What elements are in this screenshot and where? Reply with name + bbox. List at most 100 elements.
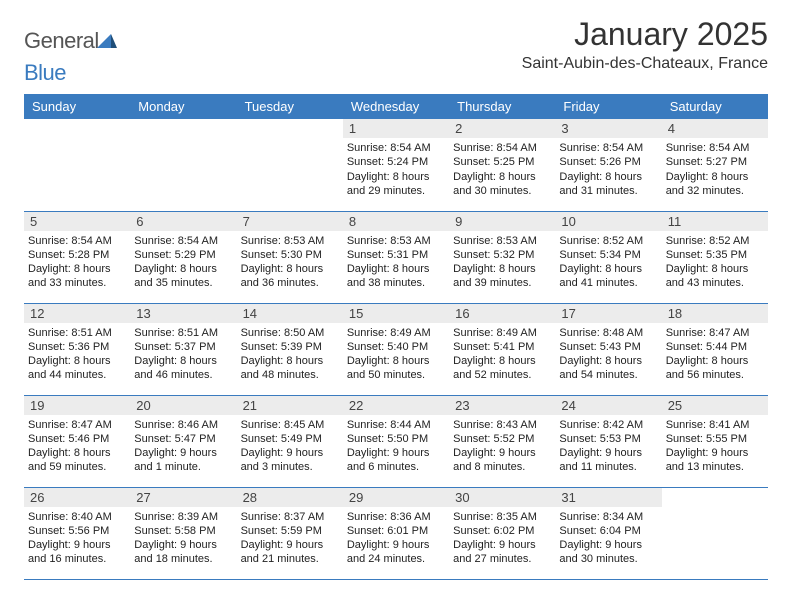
day-number: 25 <box>662 396 768 415</box>
brand-part1: General <box>24 28 99 53</box>
calendar-cell: 6Sunrise: 8:54 AMSunset: 5:29 PMDaylight… <box>130 211 236 303</box>
day-details: Sunrise: 8:43 AMSunset: 5:52 PMDaylight:… <box>449 415 555 477</box>
weekday-header: Sunday <box>24 94 130 119</box>
calendar-cell: 14Sunrise: 8:50 AMSunset: 5:39 PMDayligh… <box>237 303 343 395</box>
day-details: Sunrise: 8:54 AMSunset: 5:26 PMDaylight:… <box>555 138 661 200</box>
day-details: Sunrise: 8:54 AMSunset: 5:28 PMDaylight:… <box>24 231 130 293</box>
day-details: Sunrise: 8:52 AMSunset: 5:34 PMDaylight:… <box>555 231 661 293</box>
day-details: Sunrise: 8:45 AMSunset: 5:49 PMDaylight:… <box>237 415 343 477</box>
day-details: Sunrise: 8:39 AMSunset: 5:58 PMDaylight:… <box>130 507 236 569</box>
day-number: 23 <box>449 396 555 415</box>
calendar-cell: 22Sunrise: 8:44 AMSunset: 5:50 PMDayligh… <box>343 395 449 487</box>
day-number: 27 <box>130 488 236 507</box>
day-number: 30 <box>449 488 555 507</box>
day-details: Sunrise: 8:44 AMSunset: 5:50 PMDaylight:… <box>343 415 449 477</box>
calendar-cell: 4Sunrise: 8:54 AMSunset: 5:27 PMDaylight… <box>662 119 768 211</box>
day-number: 13 <box>130 304 236 323</box>
page-header: General Blue January 2025 Saint-Aubin-des… <box>24 16 768 86</box>
calendar-row: 19Sunrise: 8:47 AMSunset: 5:46 PMDayligh… <box>24 395 768 487</box>
day-details: Sunrise: 8:52 AMSunset: 5:35 PMDaylight:… <box>662 231 768 293</box>
weekday-header: Thursday <box>449 94 555 119</box>
weekday-row: SundayMondayTuesdayWednesdayThursdayFrid… <box>24 94 768 119</box>
day-number: 21 <box>237 396 343 415</box>
calendar-cell-empty <box>237 119 343 211</box>
title-block: January 2025 Saint-Aubin-des-Chateaux, F… <box>522 16 768 73</box>
day-details: Sunrise: 8:53 AMSunset: 5:32 PMDaylight:… <box>449 231 555 293</box>
calendar-cell: 28Sunrise: 8:37 AMSunset: 5:59 PMDayligh… <box>237 487 343 579</box>
weekday-header: Wednesday <box>343 94 449 119</box>
calendar-cell: 29Sunrise: 8:36 AMSunset: 6:01 PMDayligh… <box>343 487 449 579</box>
calendar-head: SundayMondayTuesdayWednesdayThursdayFrid… <box>24 94 768 119</box>
day-number: 1 <box>343 119 449 138</box>
day-details: Sunrise: 8:49 AMSunset: 5:41 PMDaylight:… <box>449 323 555 385</box>
calendar-cell: 23Sunrise: 8:43 AMSunset: 5:52 PMDayligh… <box>449 395 555 487</box>
day-number: 31 <box>555 488 661 507</box>
calendar-cell: 18Sunrise: 8:47 AMSunset: 5:44 PMDayligh… <box>662 303 768 395</box>
day-number: 24 <box>555 396 661 415</box>
day-number: 6 <box>130 212 236 231</box>
calendar-cell-empty <box>24 119 130 211</box>
weekday-header: Monday <box>130 94 236 119</box>
day-details: Sunrise: 8:36 AMSunset: 6:01 PMDaylight:… <box>343 507 449 569</box>
day-number: 2 <box>449 119 555 138</box>
calendar-cell: 17Sunrise: 8:48 AMSunset: 5:43 PMDayligh… <box>555 303 661 395</box>
day-number: 5 <box>24 212 130 231</box>
day-details: Sunrise: 8:54 AMSunset: 5:24 PMDaylight:… <box>343 138 449 200</box>
weekday-header: Saturday <box>662 94 768 119</box>
day-number: 22 <box>343 396 449 415</box>
day-number: 18 <box>662 304 768 323</box>
calendar-cell-empty <box>130 119 236 211</box>
day-number: 9 <box>449 212 555 231</box>
calendar-cell: 19Sunrise: 8:47 AMSunset: 5:46 PMDayligh… <box>24 395 130 487</box>
day-number: 29 <box>343 488 449 507</box>
day-number: 10 <box>555 212 661 231</box>
day-details: Sunrise: 8:54 AMSunset: 5:29 PMDaylight:… <box>130 231 236 293</box>
day-details: Sunrise: 8:47 AMSunset: 5:44 PMDaylight:… <box>662 323 768 385</box>
day-number: 8 <box>343 212 449 231</box>
day-details: Sunrise: 8:53 AMSunset: 5:31 PMDaylight:… <box>343 231 449 293</box>
brand-part2: Blue <box>24 60 66 85</box>
brand-logo: General Blue <box>24 16 117 86</box>
brand-text: General Blue <box>24 28 117 86</box>
day-details: Sunrise: 8:41 AMSunset: 5:55 PMDaylight:… <box>662 415 768 477</box>
day-number: 3 <box>555 119 661 138</box>
calendar-cell: 26Sunrise: 8:40 AMSunset: 5:56 PMDayligh… <box>24 487 130 579</box>
day-number: 7 <box>237 212 343 231</box>
calendar-row: 12Sunrise: 8:51 AMSunset: 5:36 PMDayligh… <box>24 303 768 395</box>
calendar-row: 1Sunrise: 8:54 AMSunset: 5:24 PMDaylight… <box>24 119 768 211</box>
calendar-cell: 30Sunrise: 8:35 AMSunset: 6:02 PMDayligh… <box>449 487 555 579</box>
calendar-cell: 8Sunrise: 8:53 AMSunset: 5:31 PMDaylight… <box>343 211 449 303</box>
month-title: January 2025 <box>522 16 768 53</box>
calendar-cell: 12Sunrise: 8:51 AMSunset: 5:36 PMDayligh… <box>24 303 130 395</box>
day-number: 17 <box>555 304 661 323</box>
calendar-cell: 9Sunrise: 8:53 AMSunset: 5:32 PMDaylight… <box>449 211 555 303</box>
calendar-cell: 2Sunrise: 8:54 AMSunset: 5:25 PMDaylight… <box>449 119 555 211</box>
calendar-cell: 31Sunrise: 8:34 AMSunset: 6:04 PMDayligh… <box>555 487 661 579</box>
calendar-page: General Blue January 2025 Saint-Aubin-des… <box>0 0 792 612</box>
day-number: 12 <box>24 304 130 323</box>
calendar-cell: 1Sunrise: 8:54 AMSunset: 5:24 PMDaylight… <box>343 119 449 211</box>
calendar-cell: 21Sunrise: 8:45 AMSunset: 5:49 PMDayligh… <box>237 395 343 487</box>
day-details: Sunrise: 8:53 AMSunset: 5:30 PMDaylight:… <box>237 231 343 293</box>
day-details: Sunrise: 8:48 AMSunset: 5:43 PMDaylight:… <box>555 323 661 385</box>
calendar-table: SundayMondayTuesdayWednesdayThursdayFrid… <box>24 94 768 580</box>
calendar-cell: 25Sunrise: 8:41 AMSunset: 5:55 PMDayligh… <box>662 395 768 487</box>
day-details: Sunrise: 8:40 AMSunset: 5:56 PMDaylight:… <box>24 507 130 569</box>
calendar-cell: 3Sunrise: 8:54 AMSunset: 5:26 PMDaylight… <box>555 119 661 211</box>
day-number: 4 <box>662 119 768 138</box>
day-details: Sunrise: 8:51 AMSunset: 5:36 PMDaylight:… <box>24 323 130 385</box>
calendar-cell: 7Sunrise: 8:53 AMSunset: 5:30 PMDaylight… <box>237 211 343 303</box>
day-details: Sunrise: 8:54 AMSunset: 5:25 PMDaylight:… <box>449 138 555 200</box>
day-details: Sunrise: 8:47 AMSunset: 5:46 PMDaylight:… <box>24 415 130 477</box>
brand-sail-icon <box>97 28 117 54</box>
day-number: 20 <box>130 396 236 415</box>
calendar-cell: 10Sunrise: 8:52 AMSunset: 5:34 PMDayligh… <box>555 211 661 303</box>
calendar-cell: 13Sunrise: 8:51 AMSunset: 5:37 PMDayligh… <box>130 303 236 395</box>
day-details: Sunrise: 8:46 AMSunset: 5:47 PMDaylight:… <box>130 415 236 477</box>
day-number: 15 <box>343 304 449 323</box>
day-number: 19 <box>24 396 130 415</box>
calendar-cell: 27Sunrise: 8:39 AMSunset: 5:58 PMDayligh… <box>130 487 236 579</box>
calendar-cell-empty <box>662 487 768 579</box>
day-number: 16 <box>449 304 555 323</box>
calendar-cell: 11Sunrise: 8:52 AMSunset: 5:35 PMDayligh… <box>662 211 768 303</box>
